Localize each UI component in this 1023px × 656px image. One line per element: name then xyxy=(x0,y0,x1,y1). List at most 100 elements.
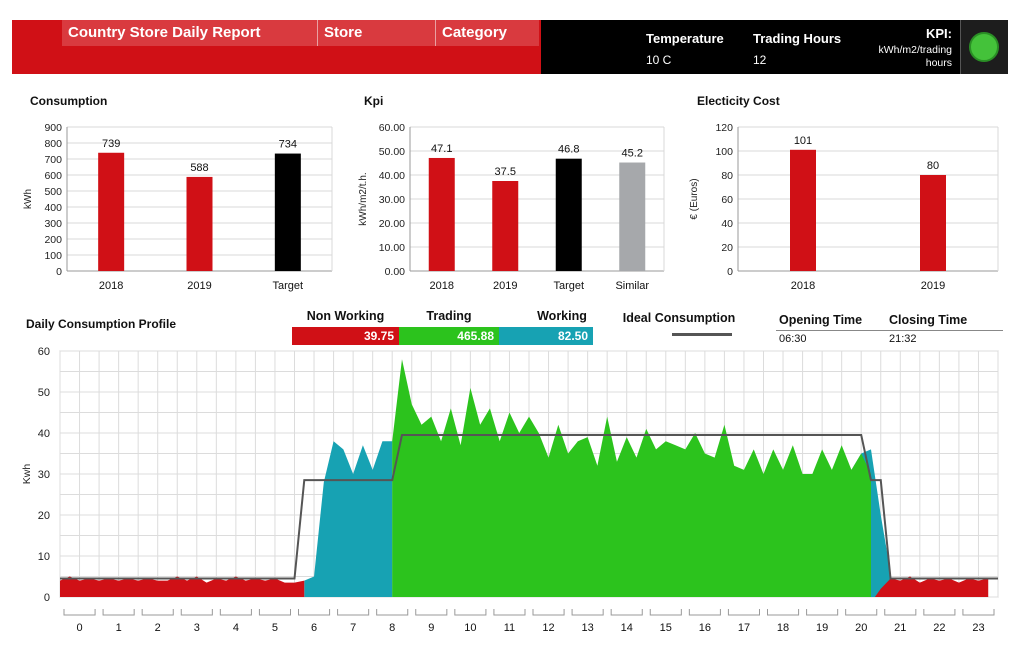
non-working-legend-label: Non Working xyxy=(306,309,385,323)
working-legend-label: Working xyxy=(537,309,587,323)
electricity-ytick-label: 0 xyxy=(727,266,733,278)
ideal-consumption-legend-line xyxy=(672,333,732,336)
profile-xtick-label: 8 xyxy=(389,622,395,634)
consumption-ytick-label: 400 xyxy=(44,202,62,214)
consumption-xtick-label: 2018 xyxy=(99,280,123,292)
times-divider xyxy=(776,330,1003,331)
profile-xtick-bracket xyxy=(180,609,213,616)
header-black-panel: Temperature 10 C Trading Hours 12 KPI: k… xyxy=(541,20,1008,74)
consumption-ytick-label: 800 xyxy=(44,138,62,150)
consumption-data-label: 588 xyxy=(190,162,208,174)
consumption-ytick-label: 500 xyxy=(44,186,62,198)
profile-xtick-label: 7 xyxy=(350,622,356,634)
kpi-unit-line2: hours xyxy=(925,57,952,69)
kpi-xtick-label: Target xyxy=(553,280,584,292)
working-total: 82.50 xyxy=(499,327,593,345)
profile-xtick-bracket xyxy=(298,609,331,616)
electricity-ytick-label: 20 xyxy=(721,242,733,254)
profile-ytick-label: 20 xyxy=(38,510,50,522)
profile-xtick-bracket xyxy=(337,609,370,616)
profile-xtick-bracket xyxy=(649,609,682,616)
electricity-bar xyxy=(790,149,816,271)
store-filter[interactable]: Store xyxy=(317,20,435,46)
profile-xtick-label: 23 xyxy=(972,622,984,634)
consumption-xtick-label: 2019 xyxy=(187,280,211,292)
ideal-consumption-label: Ideal Consumption xyxy=(622,311,736,325)
profile-xtick-bracket xyxy=(532,609,565,616)
header-red-panel: Country Store Daily Report Store Categor… xyxy=(12,20,541,74)
electricity-ytick-label: 40 xyxy=(721,218,733,230)
consumption-bar xyxy=(186,176,213,271)
profile-xtick-label: 6 xyxy=(311,622,317,634)
consumption-title: Consumption xyxy=(30,94,108,108)
profile-ytick-label: 40 xyxy=(38,428,50,440)
profile-ytick-label: 50 xyxy=(38,387,50,399)
profile-xtick-bracket xyxy=(767,609,800,616)
kpi-ytick-label: 60.00 xyxy=(379,122,405,134)
consumption-ytick-label: 700 xyxy=(44,154,62,166)
kpi-ytick-label: 10.00 xyxy=(379,242,405,254)
consumption-ytick-label: 900 xyxy=(44,122,62,134)
kpi-xtick-label: 2018 xyxy=(430,280,454,292)
trading-area xyxy=(392,359,871,597)
working-area xyxy=(304,441,393,597)
kpi-ytick-label: 0.00 xyxy=(385,266,406,278)
kpi-ytick-label: 30.00 xyxy=(379,194,405,206)
consumption-data-label: 734 xyxy=(279,139,297,151)
kpi-data-label: 45.2 xyxy=(622,148,643,160)
profile-ytick-label: 60 xyxy=(38,346,50,358)
consumption-xtick-label: Target xyxy=(273,280,304,292)
kpi-ytick-label: 50.00 xyxy=(379,146,405,158)
kpi-unit-line1: kWh/m2/trading xyxy=(878,44,952,56)
profile-xtick-label: 15 xyxy=(660,622,672,634)
profile-xtick-label: 13 xyxy=(582,622,594,634)
profile-xtick-bracket xyxy=(571,609,604,616)
profile-y-axis-label: Kwh xyxy=(21,464,33,485)
non-working-area xyxy=(874,576,989,597)
kpi-data-label: 37.5 xyxy=(495,166,516,178)
temperature-value: 10 C xyxy=(646,53,672,67)
closing-time-value: 21:32 xyxy=(889,333,917,345)
consumption-y-axis-label: kWh xyxy=(23,189,34,209)
profile-xtick-bracket xyxy=(415,609,448,616)
consumption-ytick-label: 600 xyxy=(44,170,62,182)
kpi-bar xyxy=(492,181,519,271)
profile-xtick-label: 1 xyxy=(116,622,122,634)
profile-xtick-label: 9 xyxy=(428,622,434,634)
electricity-bar xyxy=(920,175,946,271)
report-header: Country Store Daily Report Store Categor… xyxy=(12,20,1008,74)
trading-hours-label: Trading Hours xyxy=(753,31,842,46)
profile-xtick-label: 14 xyxy=(621,622,633,634)
category-filter[interactable]: Category xyxy=(435,20,539,46)
kpi-indicator-box xyxy=(960,20,1008,74)
kpi-data-label: 46.8 xyxy=(558,144,579,156)
profile-xtick-bracket xyxy=(806,609,839,616)
closing-time-label: Closing Time xyxy=(889,313,968,327)
electricity-data-label: 80 xyxy=(927,160,939,172)
electricity-xtick-label: 2018 xyxy=(791,280,815,292)
daily-profile-title: Daily Consumption Profile xyxy=(26,317,177,331)
profile-xtick-label: 11 xyxy=(504,622,515,634)
kpi-bar xyxy=(619,162,646,271)
opening-time-value: 06:30 xyxy=(779,333,807,345)
profile-ytick-label: 10 xyxy=(38,551,50,563)
profile-xtick-bracket xyxy=(884,609,917,616)
profile-xtick-label: 12 xyxy=(542,622,554,634)
profile-xtick-bracket xyxy=(454,609,487,616)
profile-xtick-label: 2 xyxy=(155,622,161,634)
kpi-xtick-label: Similar xyxy=(615,280,649,292)
profile-xtick-bracket xyxy=(141,609,174,616)
opening-time-label: Opening Time xyxy=(779,313,863,327)
profile-xtick-bracket xyxy=(219,609,252,616)
profile-xtick-bracket xyxy=(962,609,995,616)
consumption-ytick-label: 100 xyxy=(44,250,62,262)
profile-xtick-label: 4 xyxy=(233,622,239,634)
electricity-ytick-label: 80 xyxy=(721,170,733,182)
profile-xtick-label: 21 xyxy=(894,622,906,634)
electricity-ytick-label: 100 xyxy=(715,146,733,158)
profile-xtick-label: 22 xyxy=(933,622,945,634)
profile-xtick-bracket xyxy=(923,609,956,616)
kpi-xtick-label: 2019 xyxy=(493,280,517,292)
electricity-xtick-label: 2019 xyxy=(921,280,945,292)
profile-xtick-label: 10 xyxy=(464,622,476,634)
